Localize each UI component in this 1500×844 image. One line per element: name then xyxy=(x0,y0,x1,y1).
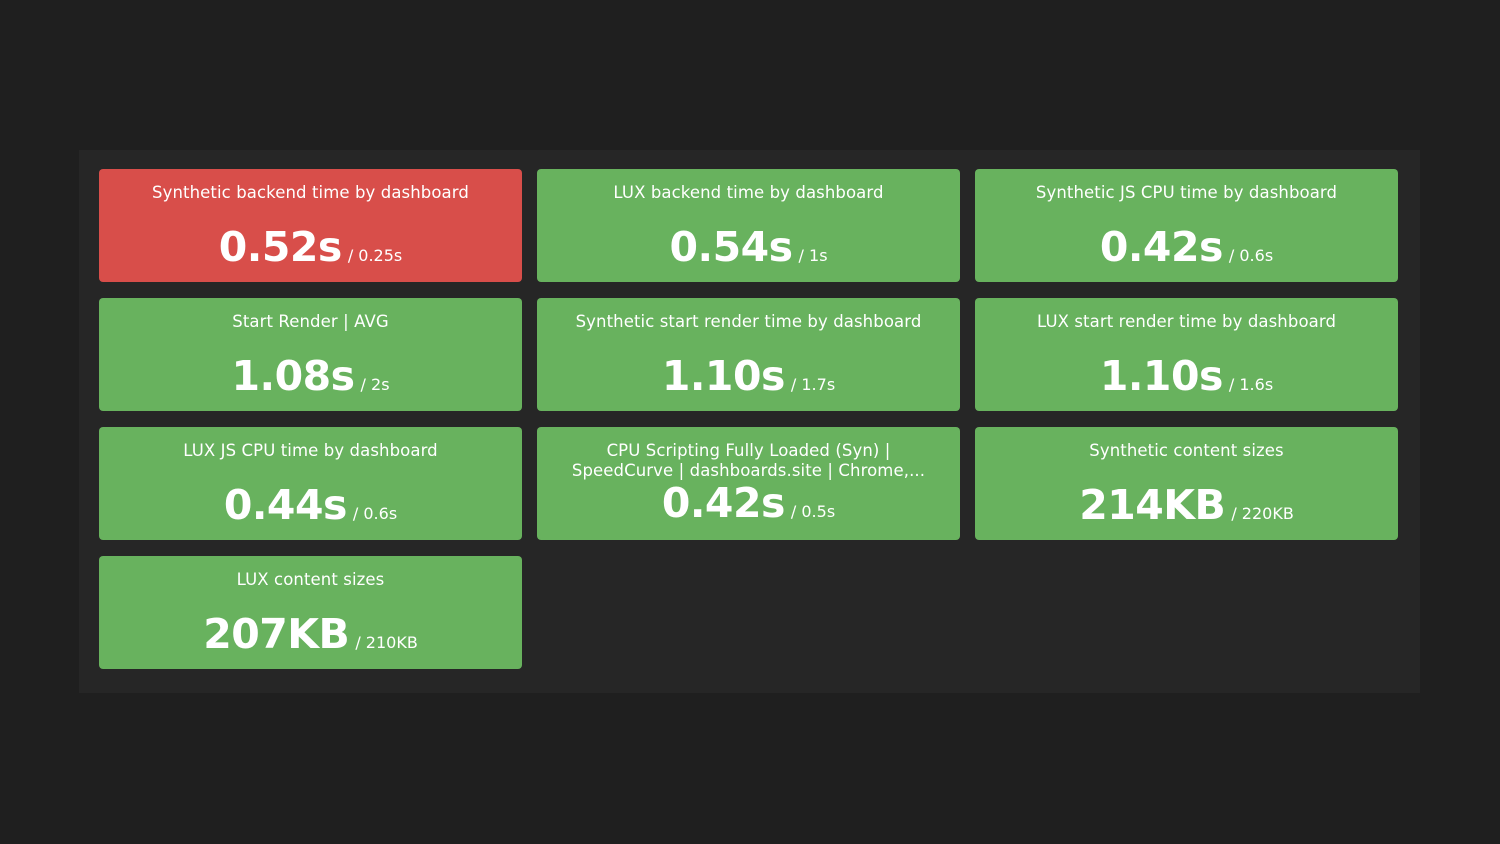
metric-tile[interactable]: CPU Scripting Fully Loaded (Syn) | Speed… xyxy=(537,427,960,540)
tile-title: Synthetic content sizes xyxy=(1089,441,1284,460)
tile-title: Synthetic start render time by dashboard xyxy=(575,312,922,331)
tile-title: CPU Scripting Fully Loaded (Syn) | Speed… xyxy=(571,441,926,480)
tile-metric: 0.52s / 0.25s xyxy=(99,224,522,270)
tile-target: / 210KB xyxy=(355,633,418,652)
tile-metric: 1.10s / 1.7s xyxy=(537,353,960,399)
tile-metric: 0.42s / 0.5s xyxy=(537,480,960,526)
tile-title: LUX content sizes xyxy=(236,570,385,589)
tile-target: / 0.6s xyxy=(352,504,398,523)
tile-value: 0.52s xyxy=(218,223,343,271)
tile-title: LUX start render time by dashboard xyxy=(1036,312,1337,331)
tile-value: 0.54s xyxy=(669,223,793,271)
tile-target: / 1.6s xyxy=(1228,375,1274,394)
metric-tile[interactable]: Synthetic backend time by dashboard 0.52… xyxy=(99,169,522,282)
metric-tile[interactable]: Synthetic content sizes 214KB / 220KB xyxy=(975,427,1398,540)
tile-value: 0.42s xyxy=(1099,223,1224,271)
tile-target: / 220KB xyxy=(1231,504,1294,523)
tile-target: / 2s xyxy=(360,375,390,394)
tile-value: 1.10s xyxy=(661,352,786,400)
tile-value: 0.44s xyxy=(223,481,348,529)
tile-value: 1.08s xyxy=(231,352,355,400)
tile-metric: 214KB / 220KB xyxy=(975,482,1398,528)
tile-value: 214KB xyxy=(1079,481,1226,529)
metric-tile[interactable]: Synthetic start render time by dashboard… xyxy=(537,298,960,411)
tile-title: Start Render | AVG xyxy=(232,312,389,331)
tile-metric: 1.08s / 2s xyxy=(99,353,522,399)
tile-target: / 1s xyxy=(798,246,828,265)
metric-tile[interactable]: LUX JS CPU time by dashboard 0.44s / 0.6… xyxy=(99,427,522,540)
metric-tile[interactable]: LUX start render time by dashboard 1.10s… xyxy=(975,298,1398,411)
tile-metric: 0.42s / 0.6s xyxy=(975,224,1398,270)
tile-title: LUX backend time by dashboard xyxy=(613,183,884,202)
tile-metric: 0.54s / 1s xyxy=(537,224,960,270)
tile-target: / 0.25s xyxy=(347,246,403,265)
tile-value: 1.10s xyxy=(1099,352,1224,400)
tile-metric: 1.10s / 1.6s xyxy=(975,353,1398,399)
metric-tile[interactable]: LUX content sizes 207KB / 210KB xyxy=(99,556,522,669)
tile-value: 207KB xyxy=(203,610,350,658)
tile-title: Synthetic backend time by dashboard xyxy=(152,183,469,202)
metric-tile-grid: Synthetic backend time by dashboard 0.52… xyxy=(99,169,1398,669)
tile-target: / 0.5s xyxy=(790,502,836,521)
tile-target: / 1.7s xyxy=(790,375,836,394)
tile-title: Synthetic JS CPU time by dashboard xyxy=(1035,183,1338,202)
metric-tile[interactable]: Synthetic JS CPU time by dashboard 0.42s… xyxy=(975,169,1398,282)
dashboard-panel: Synthetic backend time by dashboard 0.52… xyxy=(79,150,1420,693)
tile-title: LUX JS CPU time by dashboard xyxy=(183,441,438,460)
tile-target: / 0.6s xyxy=(1228,246,1274,265)
metric-tile[interactable]: Start Render | AVG 1.08s / 2s xyxy=(99,298,522,411)
tile-metric: 207KB / 210KB xyxy=(99,611,522,657)
tile-value: 0.42s xyxy=(661,479,786,527)
tile-metric: 0.44s / 0.6s xyxy=(99,482,522,528)
metric-tile[interactable]: LUX backend time by dashboard 0.54s / 1s xyxy=(537,169,960,282)
